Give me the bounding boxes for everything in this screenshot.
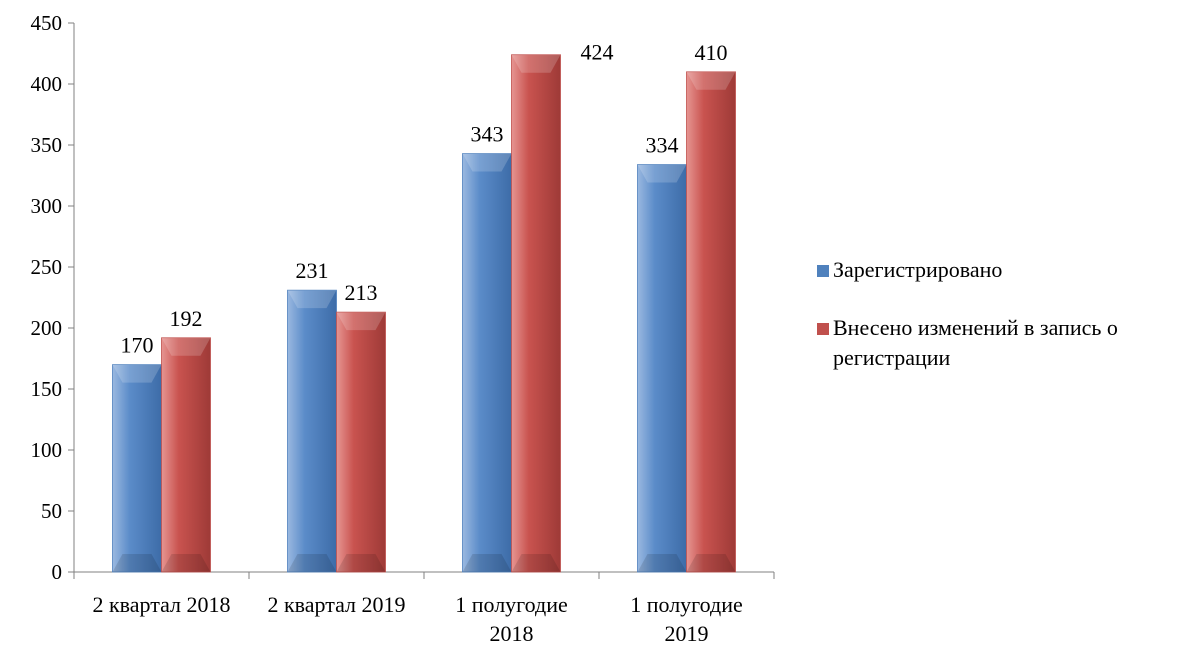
bar-registered xyxy=(112,364,162,573)
bar-top-bevel xyxy=(686,71,736,90)
bars xyxy=(112,54,736,573)
data-label-registered: 231 xyxy=(296,258,329,283)
data-label-registered: 334 xyxy=(646,133,679,158)
bar-bottom-bevel xyxy=(287,554,337,572)
legend-label-series-1: Зарегистрировано xyxy=(833,257,1003,282)
bar-top-bevel xyxy=(462,153,512,172)
bar-changes xyxy=(686,71,736,573)
bar-top-bevel xyxy=(287,290,337,309)
y-tick-label: 100 xyxy=(31,438,63,462)
axes: 0 50 100 150 200 250 300 350 400 450 2 квартал 201… xyxy=(31,11,775,645)
data-label-registered: 343 xyxy=(471,122,504,147)
y-tick-label: 350 xyxy=(31,133,63,157)
bar-top-bevel xyxy=(161,337,211,356)
bar-top-bevel xyxy=(511,54,561,73)
y-tick-label: 0 xyxy=(52,560,63,584)
x-category-label: 1 полугодие 2018 xyxy=(455,592,568,645)
bar-top-bevel xyxy=(637,164,687,183)
bar-changes xyxy=(336,311,386,573)
data-label-changes: 213 xyxy=(345,280,378,305)
legend-item-series-1: Зарегистрировано xyxy=(815,255,1175,285)
bar-bottom-bevel xyxy=(686,554,736,572)
bar-registered xyxy=(287,289,337,573)
x-category-label: 2 квартал 2018 xyxy=(92,592,230,617)
data-label-changes: 424 xyxy=(581,40,614,65)
data-label-changes: 192 xyxy=(170,306,203,331)
x-category-label: 1 полугодие 2019 xyxy=(630,592,743,645)
y-tick-label: 150 xyxy=(31,377,63,401)
bar-registered xyxy=(637,164,687,573)
y-tick-label: 200 xyxy=(31,316,63,340)
bar-bottom-bevel xyxy=(637,554,687,572)
bar-bottom-bevel xyxy=(112,554,162,572)
bar-top-bevel xyxy=(112,364,162,383)
bar-bottom-bevel xyxy=(161,554,211,572)
y-tick-label: 400 xyxy=(31,72,63,96)
bar-bottom-bevel xyxy=(511,554,561,572)
x-category-label: 2 квартал 2019 xyxy=(267,592,405,617)
bar-top-bevel xyxy=(336,312,386,331)
y-tick-label: 50 xyxy=(41,499,62,523)
legend: Зарегистрировано Внесено изменений в зап… xyxy=(815,255,1175,401)
data-label-changes: 410 xyxy=(695,40,728,65)
legend-label-series-2: Внесено изменений в запись о регистрации xyxy=(833,315,1118,370)
bar-bottom-bevel xyxy=(336,554,386,572)
bar-changes xyxy=(161,337,211,573)
legend-swatch-series-1 xyxy=(817,265,829,277)
bar-bottom-bevel xyxy=(462,554,512,572)
legend-swatch-series-2 xyxy=(817,323,829,335)
y-tick-label: 250 xyxy=(31,255,63,279)
data-label-registered: 170 xyxy=(121,333,154,358)
bar-changes xyxy=(511,54,561,573)
bar-registered xyxy=(462,153,512,573)
y-tick-label: 450 xyxy=(31,11,63,35)
legend-item-series-2: Внесено изменений в запись о регистрации xyxy=(815,313,1175,373)
y-tick-label: 300 xyxy=(31,194,63,218)
labels: 170 231 343 334 192 213 424 410 xyxy=(121,40,728,358)
